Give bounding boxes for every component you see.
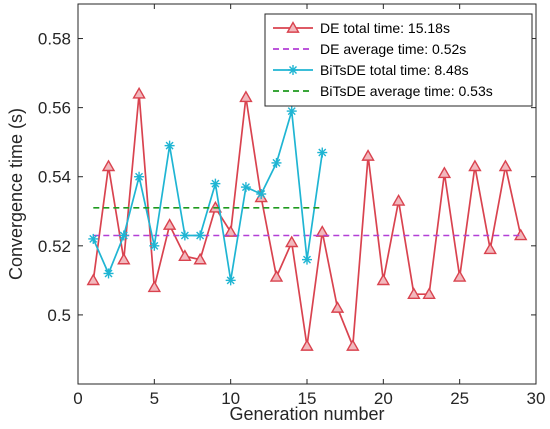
series-3-point <box>179 230 190 241</box>
y-tick-label: 0.56 <box>38 99 71 118</box>
x-tick-label: 15 <box>298 389 317 408</box>
series-3-point <box>210 178 221 189</box>
x-tick-label: 30 <box>527 389 546 408</box>
x-tick-label: 10 <box>221 389 240 408</box>
legend-marker <box>286 21 300 33</box>
series-1-point <box>193 252 207 265</box>
series-3-point <box>134 171 145 182</box>
series-3-point <box>302 254 312 265</box>
series-3-point <box>103 268 114 279</box>
series-1-point <box>269 269 284 282</box>
series-3-point <box>164 140 175 151</box>
series-layer <box>86 86 528 351</box>
series-1-point <box>361 149 375 161</box>
series-1 <box>86 86 528 351</box>
ticks-layer: 0 5 10 15 20 25 30 0.5 0.52 0.54 0.56 0.58 <box>38 4 546 408</box>
legend-label: BiTsDE average time: 0.53s <box>320 83 493 99</box>
series-3-line <box>92 110 324 281</box>
legend: DE total time: 15.18s DE average time: 0.… <box>264 13 533 107</box>
series-1-point <box>422 287 436 300</box>
series-3-point <box>149 240 160 251</box>
x-tick-label: 0 <box>73 389 82 408</box>
y-tick-label: 0.54 <box>38 168 71 187</box>
y-axis-label: Convergence time (s) <box>6 108 26 280</box>
y-tick-label: 0.52 <box>38 237 71 256</box>
y-tick-label: 0.5 <box>47 306 71 325</box>
legend-item: BiTsDE average time: 0.53s <box>273 83 493 99</box>
series-1-point <box>101 159 116 172</box>
series-3-point <box>271 157 282 168</box>
series-1-point <box>132 86 146 99</box>
series-1-point <box>147 280 162 293</box>
x-tick-label: 25 <box>450 389 469 408</box>
series-3-point <box>286 106 297 117</box>
legend-label: DE total time: 15.18s <box>320 20 450 36</box>
legend-marker <box>288 65 298 75</box>
series-3-point <box>88 233 99 244</box>
series-1-point <box>468 159 482 172</box>
series-1-point <box>498 159 513 172</box>
series-1-point <box>483 242 497 255</box>
series-1-point <box>300 339 314 351</box>
series-3 <box>88 106 328 286</box>
series-3-point <box>225 275 236 286</box>
series-1-point <box>178 249 192 262</box>
series-3-point <box>240 182 251 193</box>
series-1-point <box>162 218 177 230</box>
series-1-point <box>315 225 329 237</box>
series-1-point <box>239 90 253 103</box>
series-1-point <box>437 166 452 179</box>
legend-box <box>264 13 533 107</box>
series-1-point <box>346 339 360 351</box>
series-1-point <box>117 252 131 265</box>
series-3-point <box>256 189 267 199</box>
legend-label: DE average time: 0.52s <box>320 41 466 57</box>
series-1-point <box>391 193 406 206</box>
legend-item: DE average time: 0.52s <box>273 41 466 57</box>
x-tick-label: 20 <box>374 389 393 408</box>
series-1-point <box>452 269 467 282</box>
series-1-point <box>223 225 238 237</box>
x-tick-label: 5 <box>150 389 159 408</box>
legend-label: BiTsDE total time: 8.48s <box>320 62 469 78</box>
series-3-point <box>195 230 206 241</box>
series-1-point <box>86 273 100 286</box>
series-1-point <box>330 301 345 313</box>
series-1-point <box>407 287 421 300</box>
series-1-point <box>376 273 391 286</box>
series-1-point <box>285 235 299 248</box>
legend-item: DE total time: 15.18s <box>273 20 450 36</box>
series-3-point <box>317 147 328 158</box>
legend-item: BiTsDE total time: 8.48s <box>273 62 469 78</box>
x-axis-label: Generation number <box>229 404 384 424</box>
series-3-point <box>118 230 129 241</box>
y-tick-label: 0.58 <box>38 30 71 49</box>
